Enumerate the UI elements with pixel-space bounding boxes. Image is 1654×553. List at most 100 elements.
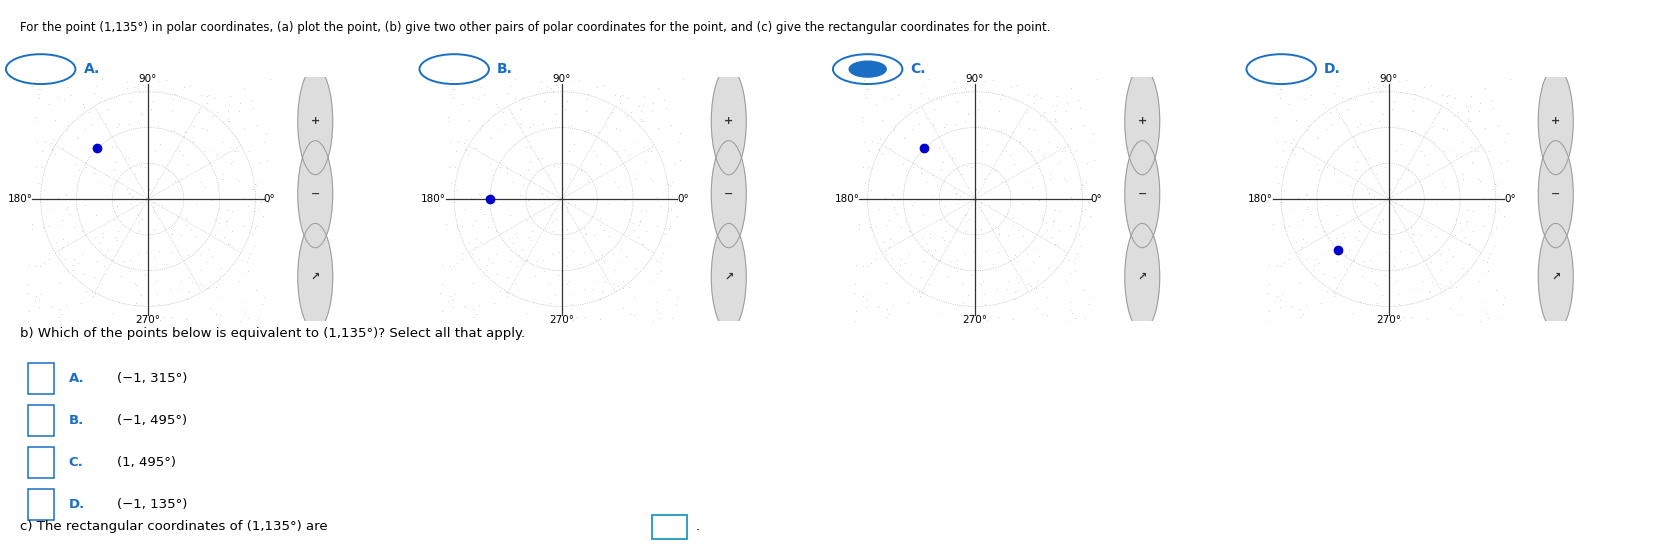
Point	[1267, 262, 1293, 270]
Point	[1384, 290, 1411, 299]
Point	[483, 249, 509, 258]
Point	[1305, 259, 1331, 268]
Point	[89, 233, 116, 242]
Point	[981, 165, 1007, 174]
Point	[167, 231, 194, 239]
Point	[76, 108, 103, 117]
Text: 0°: 0°	[263, 194, 275, 204]
Point	[1356, 120, 1383, 129]
Point	[142, 147, 169, 155]
Point	[1353, 153, 1379, 162]
Point	[146, 300, 172, 309]
Point	[657, 222, 683, 231]
Point	[590, 286, 617, 295]
Point	[1264, 291, 1290, 300]
Point	[645, 123, 672, 132]
Point	[1454, 217, 1480, 226]
Point	[86, 114, 112, 123]
Point	[501, 245, 528, 254]
Point	[55, 83, 81, 92]
Point	[73, 163, 99, 171]
Point	[1399, 312, 1426, 321]
Point	[175, 288, 202, 297]
Point	[855, 85, 882, 93]
Point	[1313, 163, 1340, 171]
Point	[1346, 298, 1373, 306]
Point	[1029, 152, 1055, 160]
Point	[1431, 147, 1457, 155]
Point	[928, 95, 954, 104]
Point	[1447, 219, 1474, 228]
Text: 0°: 0°	[676, 194, 688, 204]
Point	[1383, 147, 1409, 155]
Point	[1044, 92, 1070, 101]
Point	[466, 205, 493, 213]
Point	[53, 189, 79, 198]
Point	[45, 92, 71, 101]
Point	[541, 108, 567, 117]
Point	[1451, 174, 1477, 183]
Point	[1370, 215, 1396, 223]
Point	[466, 237, 493, 246]
Point	[71, 200, 98, 209]
Point	[539, 218, 566, 227]
Point	[1479, 96, 1505, 105]
Point	[531, 267, 557, 275]
FancyBboxPatch shape	[28, 363, 55, 394]
Point	[554, 253, 581, 262]
Point	[513, 255, 539, 264]
Point	[944, 267, 971, 275]
Point	[986, 312, 1012, 321]
Point	[1070, 120, 1097, 129]
Point	[13, 289, 40, 298]
Point	[968, 279, 994, 288]
Point	[877, 216, 903, 225]
Point	[650, 249, 676, 258]
Point	[1275, 248, 1302, 257]
Point	[896, 249, 923, 258]
Point	[974, 140, 1001, 149]
Point	[1343, 158, 1370, 166]
Point	[1399, 230, 1426, 239]
Point	[518, 202, 544, 211]
Point	[1429, 279, 1456, 288]
Point	[607, 126, 633, 134]
Point	[587, 159, 614, 168]
Point	[1270, 146, 1297, 155]
Point	[971, 290, 997, 299]
Point	[495, 88, 521, 97]
Point	[215, 239, 241, 248]
Point	[954, 108, 981, 117]
Point	[1414, 213, 1441, 222]
Point	[918, 261, 944, 270]
Point	[652, 96, 678, 105]
Point	[1262, 112, 1288, 121]
Point	[1001, 295, 1027, 304]
Point	[495, 273, 521, 281]
Point	[544, 82, 571, 91]
Point	[137, 105, 164, 113]
Point	[1494, 128, 1520, 137]
Point	[136, 184, 162, 193]
Point	[159, 230, 185, 239]
Point	[53, 126, 79, 135]
Point	[1080, 128, 1107, 137]
Point	[600, 266, 627, 275]
Point	[875, 242, 901, 251]
Point	[538, 84, 564, 92]
Point	[1322, 88, 1348, 97]
Point	[1292, 254, 1318, 263]
Point	[1004, 226, 1030, 234]
Point	[509, 245, 536, 254]
Point	[175, 273, 202, 281]
Text: 90°: 90°	[552, 74, 571, 84]
Point	[88, 93, 114, 102]
Point	[538, 249, 564, 258]
Point	[554, 225, 581, 233]
Point	[453, 134, 480, 143]
Point	[1388, 315, 1414, 324]
Point	[142, 276, 169, 285]
Point	[844, 307, 870, 316]
Point	[529, 255, 556, 264]
Point	[1355, 77, 1381, 86]
